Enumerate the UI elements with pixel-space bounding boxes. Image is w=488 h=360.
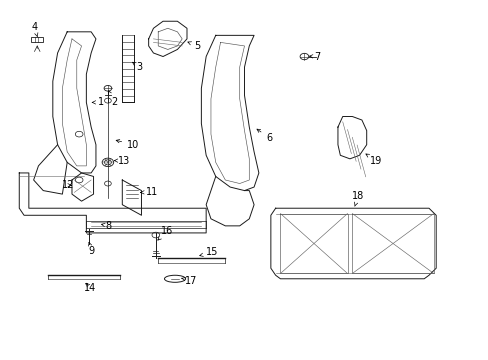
- Text: 12: 12: [62, 180, 75, 190]
- Text: 13: 13: [114, 156, 130, 166]
- Text: 16: 16: [158, 226, 173, 240]
- Text: 3: 3: [132, 62, 142, 72]
- Text: 7: 7: [309, 51, 320, 62]
- Text: 6: 6: [257, 129, 272, 143]
- Bar: [31, 37, 43, 42]
- Text: 11: 11: [140, 187, 158, 197]
- Text: 15: 15: [199, 247, 218, 257]
- Text: 9: 9: [88, 242, 95, 256]
- Text: 17: 17: [182, 275, 197, 285]
- Text: 18: 18: [351, 191, 364, 206]
- Text: 2: 2: [108, 91, 117, 107]
- Text: 4: 4: [31, 22, 38, 37]
- Text: 1: 1: [92, 98, 104, 107]
- Text: 19: 19: [365, 154, 382, 166]
- Text: 10: 10: [116, 140, 139, 150]
- Text: 14: 14: [84, 283, 96, 293]
- Text: 8: 8: [102, 221, 111, 231]
- Text: 5: 5: [187, 41, 200, 51]
